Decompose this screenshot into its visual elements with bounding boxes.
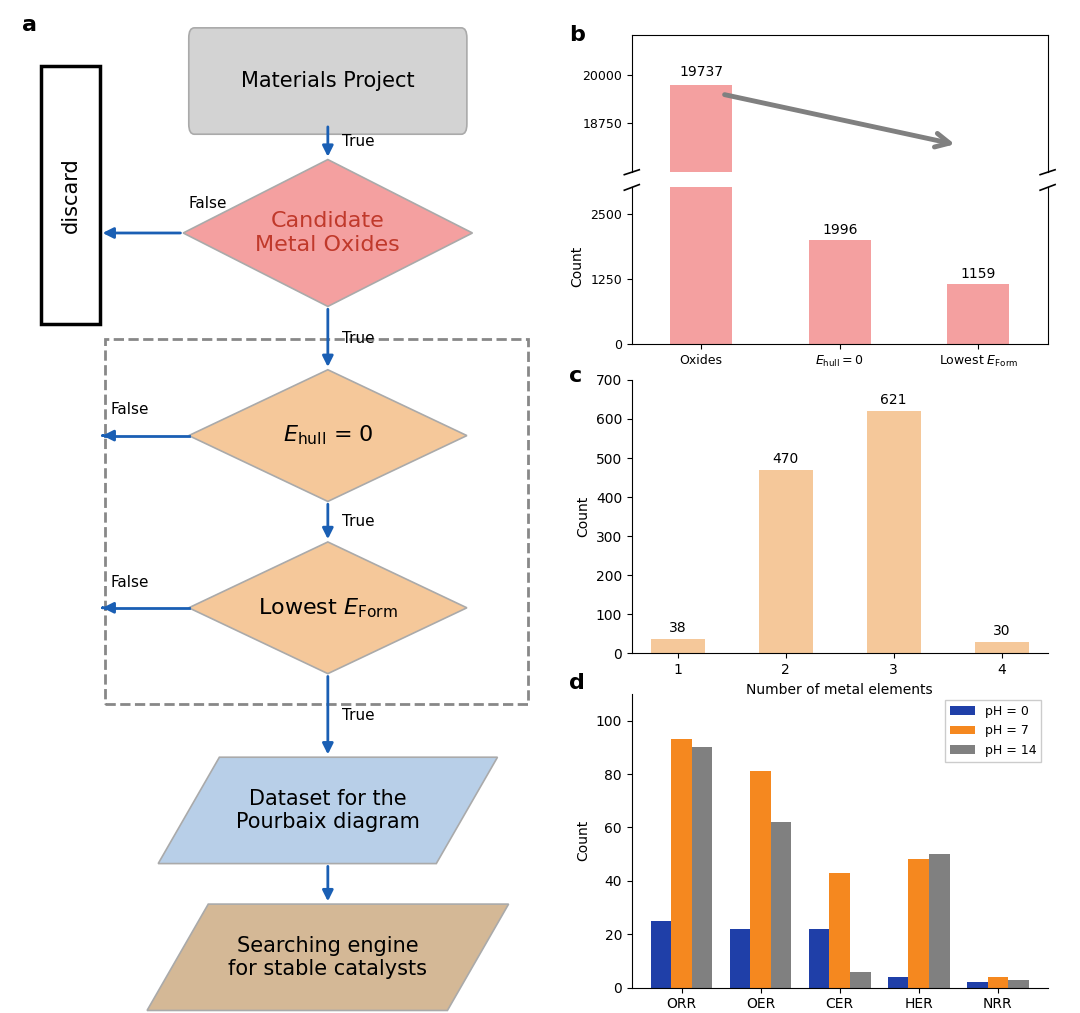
Bar	[650, 638, 704, 653]
Bar	[670, 85, 732, 856]
Bar	[106, 339, 528, 704]
Text: True: True	[341, 330, 375, 345]
Bar	[41, 66, 99, 324]
Text: False: False	[111, 574, 149, 590]
Y-axis label: Count: Count	[570, 245, 584, 287]
Bar	[850, 971, 870, 988]
Text: True: True	[341, 135, 375, 149]
Text: $E_\mathrm{hull}$ = 0: $E_\mathrm{hull}$ = 0	[283, 423, 373, 448]
Bar	[809, 240, 870, 344]
Bar	[929, 854, 949, 988]
Bar	[987, 977, 1008, 988]
Text: Dataset for the
Pourbaix diagram: Dataset for the Pourbaix diagram	[235, 789, 420, 832]
Bar	[967, 983, 987, 988]
Polygon shape	[189, 542, 467, 674]
Bar	[730, 929, 751, 988]
Text: Candidate
Metal Oxides: Candidate Metal Oxides	[256, 212, 401, 254]
Bar	[809, 778, 870, 856]
Text: True: True	[341, 708, 375, 723]
Text: False: False	[189, 196, 227, 211]
FancyBboxPatch shape	[189, 27, 467, 134]
Text: b: b	[569, 24, 585, 45]
Y-axis label: Count: Count	[576, 496, 590, 537]
Text: Materials Project: Materials Project	[241, 71, 415, 91]
Bar	[771, 823, 792, 988]
Bar	[888, 977, 908, 988]
Bar	[947, 284, 1010, 344]
Polygon shape	[184, 159, 472, 306]
Bar	[672, 739, 692, 988]
Text: 1159: 1159	[960, 267, 996, 282]
Text: 621: 621	[880, 393, 907, 407]
Text: 470: 470	[772, 452, 799, 466]
X-axis label: Number of metal elements: Number of metal elements	[746, 683, 933, 697]
Bar	[866, 410, 920, 653]
Bar	[974, 641, 1028, 653]
Text: c: c	[569, 366, 583, 386]
Bar	[947, 810, 1010, 856]
Text: Lowest $E_\mathrm{Form}$: Lowest $E_\mathrm{Form}$	[258, 596, 397, 620]
Bar	[758, 470, 812, 653]
Legend: pH = 0, pH = 7, pH = 14: pH = 0, pH = 7, pH = 14	[945, 700, 1041, 762]
Bar	[1008, 980, 1029, 988]
Text: 1996: 1996	[822, 223, 858, 237]
Y-axis label: Count: Count	[576, 821, 590, 861]
Text: d: d	[569, 674, 585, 693]
Bar	[829, 873, 850, 988]
Bar	[751, 771, 771, 988]
Bar	[650, 921, 672, 988]
Polygon shape	[147, 904, 509, 1011]
Bar	[692, 748, 713, 988]
Polygon shape	[158, 758, 498, 863]
Polygon shape	[189, 370, 467, 501]
Text: 38: 38	[669, 621, 687, 634]
Text: Searching engine
for stable catalysts: Searching engine for stable catalysts	[228, 936, 428, 979]
Text: False: False	[111, 402, 149, 417]
Text: 30: 30	[993, 624, 1011, 638]
Text: discard: discard	[60, 157, 81, 233]
Text: 19737: 19737	[679, 65, 724, 79]
Text: a: a	[22, 15, 37, 35]
Text: True: True	[341, 515, 375, 529]
Bar	[670, 0, 732, 344]
Bar	[908, 859, 929, 988]
Bar	[809, 929, 829, 988]
